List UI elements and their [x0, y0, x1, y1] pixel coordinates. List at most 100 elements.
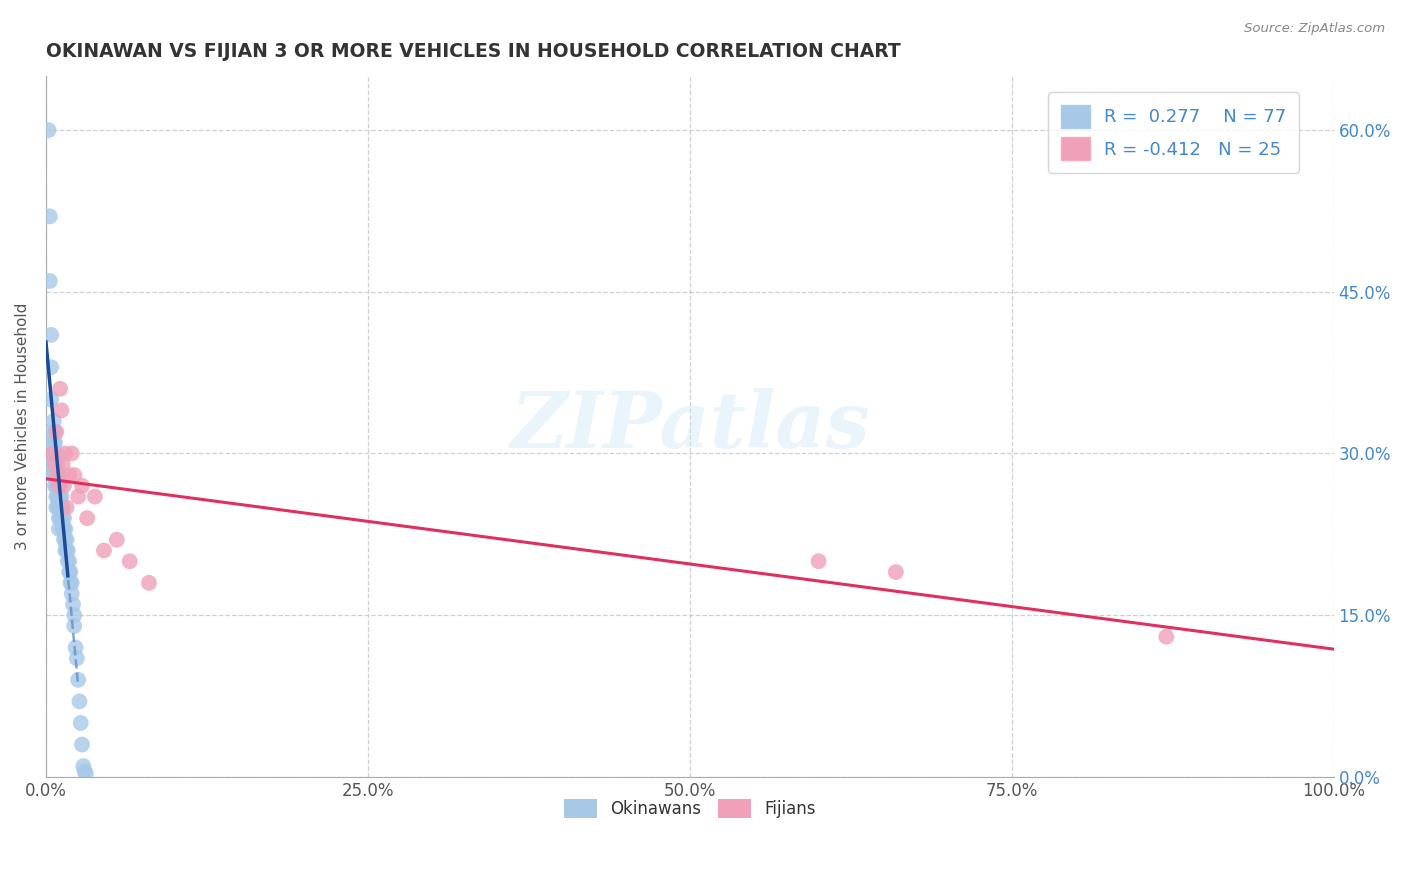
Point: [72, 759, 94, 773]
Point: [59, 575, 82, 590]
Point: [70, 479, 93, 493]
Point: [45, 446, 67, 460]
Point: [44, 435, 66, 450]
Point: [807, 554, 830, 568]
Y-axis label: 3 or more Vehicles in Household: 3 or more Vehicles in Household: [15, 303, 30, 550]
Point: [39, 392, 62, 407]
Point: [39, 327, 62, 342]
Point: [59, 565, 82, 579]
Point: [76, 511, 98, 525]
Point: [67, 490, 90, 504]
Point: [44, 479, 66, 493]
Point: [105, 533, 128, 547]
Point: [73, 764, 96, 779]
Point: [48, 468, 70, 483]
Point: [63, 608, 86, 623]
Point: [53, 533, 76, 547]
Point: [42, 468, 65, 483]
Point: [75, 766, 97, 780]
Point: [38, 274, 60, 288]
Point: [41, 435, 63, 450]
Point: [65, 640, 87, 655]
Point: [45, 425, 67, 439]
Text: ZIPatlas: ZIPatlas: [510, 388, 869, 465]
Text: Source: ZipAtlas.com: Source: ZipAtlas.com: [1244, 22, 1385, 36]
Point: [45, 479, 67, 493]
Point: [62, 598, 84, 612]
Point: [53, 479, 76, 493]
Point: [66, 651, 89, 665]
Point: [70, 738, 93, 752]
Point: [55, 533, 77, 547]
Point: [51, 490, 73, 504]
Point: [41, 468, 63, 483]
Point: [42, 435, 65, 450]
Point: [48, 522, 70, 536]
Point: [58, 554, 80, 568]
Point: [46, 490, 69, 504]
Point: [38, 210, 60, 224]
Point: [46, 468, 69, 483]
Point: [46, 457, 69, 471]
Point: [56, 554, 79, 568]
Point: [49, 511, 72, 525]
Point: [48, 490, 70, 504]
Point: [44, 457, 66, 471]
Point: [44, 468, 66, 483]
Point: [52, 457, 75, 471]
Point: [83, 490, 105, 504]
Point: [55, 543, 77, 558]
Point: [63, 468, 86, 483]
Point: [58, 468, 80, 483]
Point: [69, 716, 91, 731]
Point: [48, 511, 70, 525]
Point: [38, 123, 60, 137]
Point: [48, 479, 70, 493]
Point: [44, 446, 66, 460]
Point: [44, 457, 66, 471]
Point: [53, 533, 76, 547]
Point: [93, 543, 115, 558]
Point: [55, 500, 77, 515]
Point: [45, 490, 67, 504]
Point: [60, 586, 83, 600]
Point: [46, 479, 69, 493]
Point: [48, 500, 70, 515]
Point: [41, 425, 63, 439]
Point: [69, 694, 91, 708]
Legend: Okinawans, Fijians: Okinawans, Fijians: [557, 792, 823, 824]
Point: [60, 446, 83, 460]
Point: [51, 403, 73, 417]
Point: [52, 522, 75, 536]
Point: [49, 490, 72, 504]
Point: [45, 457, 67, 471]
Point: [52, 511, 75, 525]
Point: [44, 425, 66, 439]
Point: [58, 565, 80, 579]
Point: [51, 511, 73, 525]
Point: [884, 565, 907, 579]
Point: [46, 500, 69, 515]
Point: [45, 500, 67, 515]
Point: [53, 522, 76, 536]
Point: [49, 479, 72, 493]
Point: [45, 468, 67, 483]
Point: [53, 446, 76, 460]
Point: [49, 382, 72, 396]
Point: [56, 543, 79, 558]
Text: OKINAWAN VS FIJIAN 3 OR MORE VEHICLES IN HOUSEHOLD CORRELATION CHART: OKINAWAN VS FIJIAN 3 OR MORE VEHICLES IN…: [46, 42, 901, 61]
Point: [63, 619, 86, 633]
Point: [67, 673, 90, 687]
Point: [53, 511, 76, 525]
Point: [118, 554, 141, 568]
Point: [49, 500, 72, 515]
Point: [46, 468, 69, 483]
Point: [41, 446, 63, 460]
Point: [41, 457, 63, 471]
Point: [42, 414, 65, 428]
Point: [51, 500, 73, 515]
Point: [42, 446, 65, 460]
Point: [53, 543, 76, 558]
Point: [48, 479, 70, 493]
Point: [42, 457, 65, 471]
